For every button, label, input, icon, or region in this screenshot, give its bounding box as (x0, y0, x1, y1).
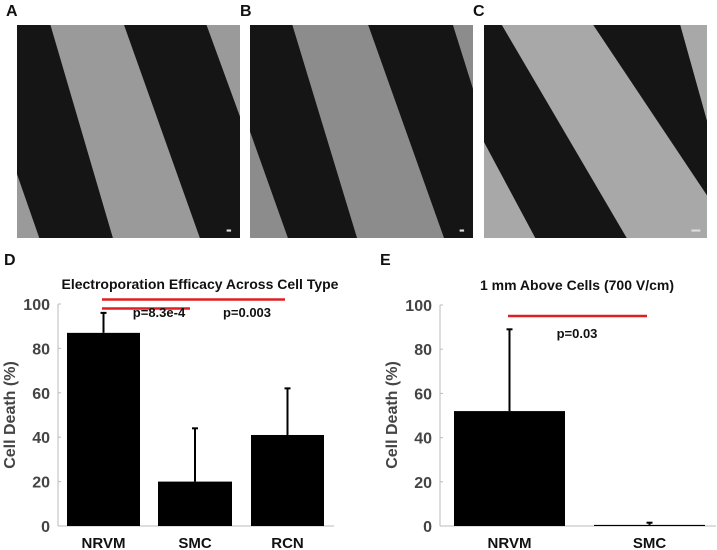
x-tick-label: RCN (271, 535, 304, 550)
y-tick-label: 0 (41, 519, 50, 536)
chart-title: Electroporation Efficacy Across Cell Typ… (62, 276, 339, 292)
x-tick-label: NRVM (488, 535, 532, 550)
y-axis-label: Cell Death (%) (384, 361, 401, 469)
y-tick-label: 80 (414, 342, 432, 359)
bar-nrvm (67, 332, 140, 526)
y-tick-label: 40 (414, 431, 432, 448)
cell-band (501, 25, 707, 238)
micrograph-b (250, 25, 473, 238)
panel-label-b: B (240, 3, 252, 20)
cell-band (206, 25, 240, 117)
y-axis-label: Cell Death (%) (2, 361, 19, 469)
panel-label-e: E (380, 252, 391, 269)
y-tick-label: 20 (414, 475, 432, 492)
y-tick-label: 20 (32, 475, 50, 492)
p-value-label: p=0.003 (223, 305, 271, 320)
y-tick-label: 100 (23, 297, 50, 314)
y-tick-label: 60 (414, 386, 432, 403)
micrograph-c (484, 25, 707, 238)
cell-band (292, 25, 445, 238)
bar-smc (158, 481, 232, 526)
x-tick-label: SMC (633, 535, 667, 550)
bar-nrvm (454, 411, 565, 526)
panel-label-d: D (4, 252, 16, 269)
bar-smc (594, 524, 705, 526)
p-value-label: p=0.03 (557, 326, 598, 341)
x-tick-label: NRVM (82, 535, 126, 550)
cell-band (50, 25, 200, 238)
y-tick-label: 40 (32, 430, 50, 447)
micrograph-a (17, 25, 240, 238)
scale-bar (691, 229, 701, 232)
y-tick-label: 80 (32, 341, 50, 358)
chart-e: 1 mm Above Cells (700 V/cm) Cell Death (… (384, 277, 716, 550)
scale-bar (459, 229, 465, 232)
scale-bar (226, 229, 232, 232)
y-tick-label: 60 (32, 386, 50, 403)
p-value-label: p=8.3e-4 (133, 305, 186, 320)
x-tick-label: SMC (178, 535, 212, 550)
panel-label-c: C (473, 3, 485, 20)
y-tick-label: 100 (405, 298, 432, 315)
bar-rcn (251, 434, 324, 526)
chart-title: 1 mm Above Cells (700 V/cm) (480, 277, 674, 293)
panel-label-a: A (6, 3, 18, 20)
y-tick-label: 0 (423, 519, 432, 536)
chart-d: Electroporation Efficacy Across Cell Typ… (2, 276, 339, 550)
cell-band (17, 174, 40, 238)
